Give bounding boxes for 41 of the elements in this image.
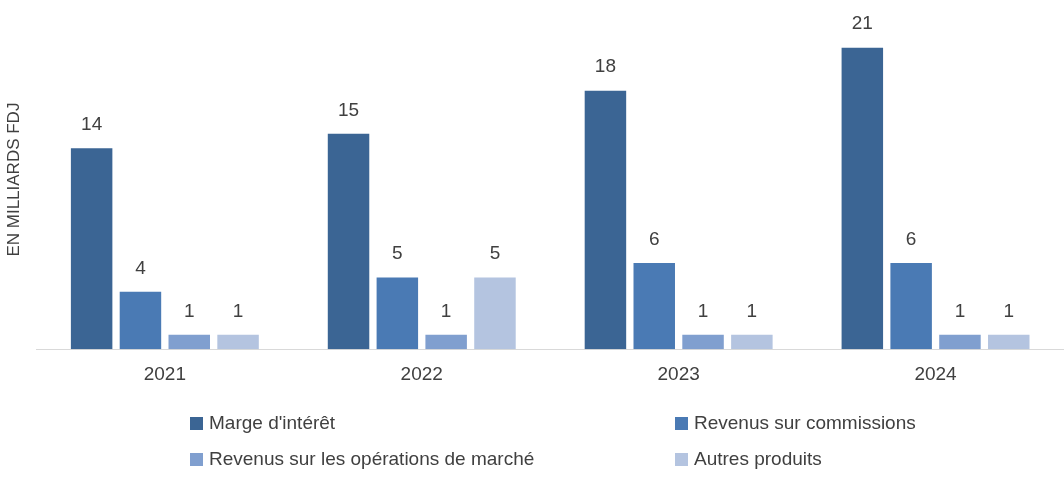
data-label: 1 <box>697 299 709 321</box>
bar <box>939 334 981 350</box>
x-tick-label: 2022 <box>400 362 443 384</box>
bar <box>682 334 724 350</box>
legend-label: Marge d'intérêt <box>209 412 336 434</box>
bar <box>119 291 162 350</box>
bar <box>168 334 210 350</box>
legend-label: Revenus sur commissions <box>694 412 916 434</box>
bar <box>376 277 419 350</box>
data-label: 1 <box>746 299 758 321</box>
bar <box>988 334 1030 350</box>
bar <box>584 90 627 350</box>
legend-label: Autres produits <box>694 448 822 470</box>
data-label: 15 <box>337 98 360 120</box>
bar <box>70 148 113 350</box>
data-label: 1 <box>232 299 244 321</box>
bar <box>633 263 675 350</box>
data-label: 1 <box>440 299 452 321</box>
bar <box>890 263 932 350</box>
bar <box>841 47 884 350</box>
legend-label: Revenus sur les opérations de marché <box>209 448 535 470</box>
data-label: 14 <box>81 112 103 134</box>
bar <box>425 334 467 350</box>
data-label: 1 <box>954 299 966 321</box>
data-label: 6 <box>905 227 917 249</box>
data-label: 6 <box>648 227 660 249</box>
data-label: 1 <box>183 299 195 321</box>
bar <box>327 133 370 350</box>
data-label: 5 <box>392 242 403 264</box>
bar <box>217 334 259 350</box>
data-label: 5 <box>489 242 501 264</box>
y-axis-title: EN MILLIARDS FDJ <box>3 102 23 257</box>
data-label: 21 <box>851 12 873 34</box>
bar <box>731 334 773 350</box>
x-tick-label: 2021 <box>143 362 186 384</box>
x-tick-label: 2023 <box>657 362 700 384</box>
data-label: 4 <box>135 256 147 278</box>
x-tick-label: 2024 <box>914 362 958 384</box>
bar <box>474 277 516 350</box>
data-label: 18 <box>594 55 616 77</box>
data-label: 1 <box>1003 299 1015 321</box>
